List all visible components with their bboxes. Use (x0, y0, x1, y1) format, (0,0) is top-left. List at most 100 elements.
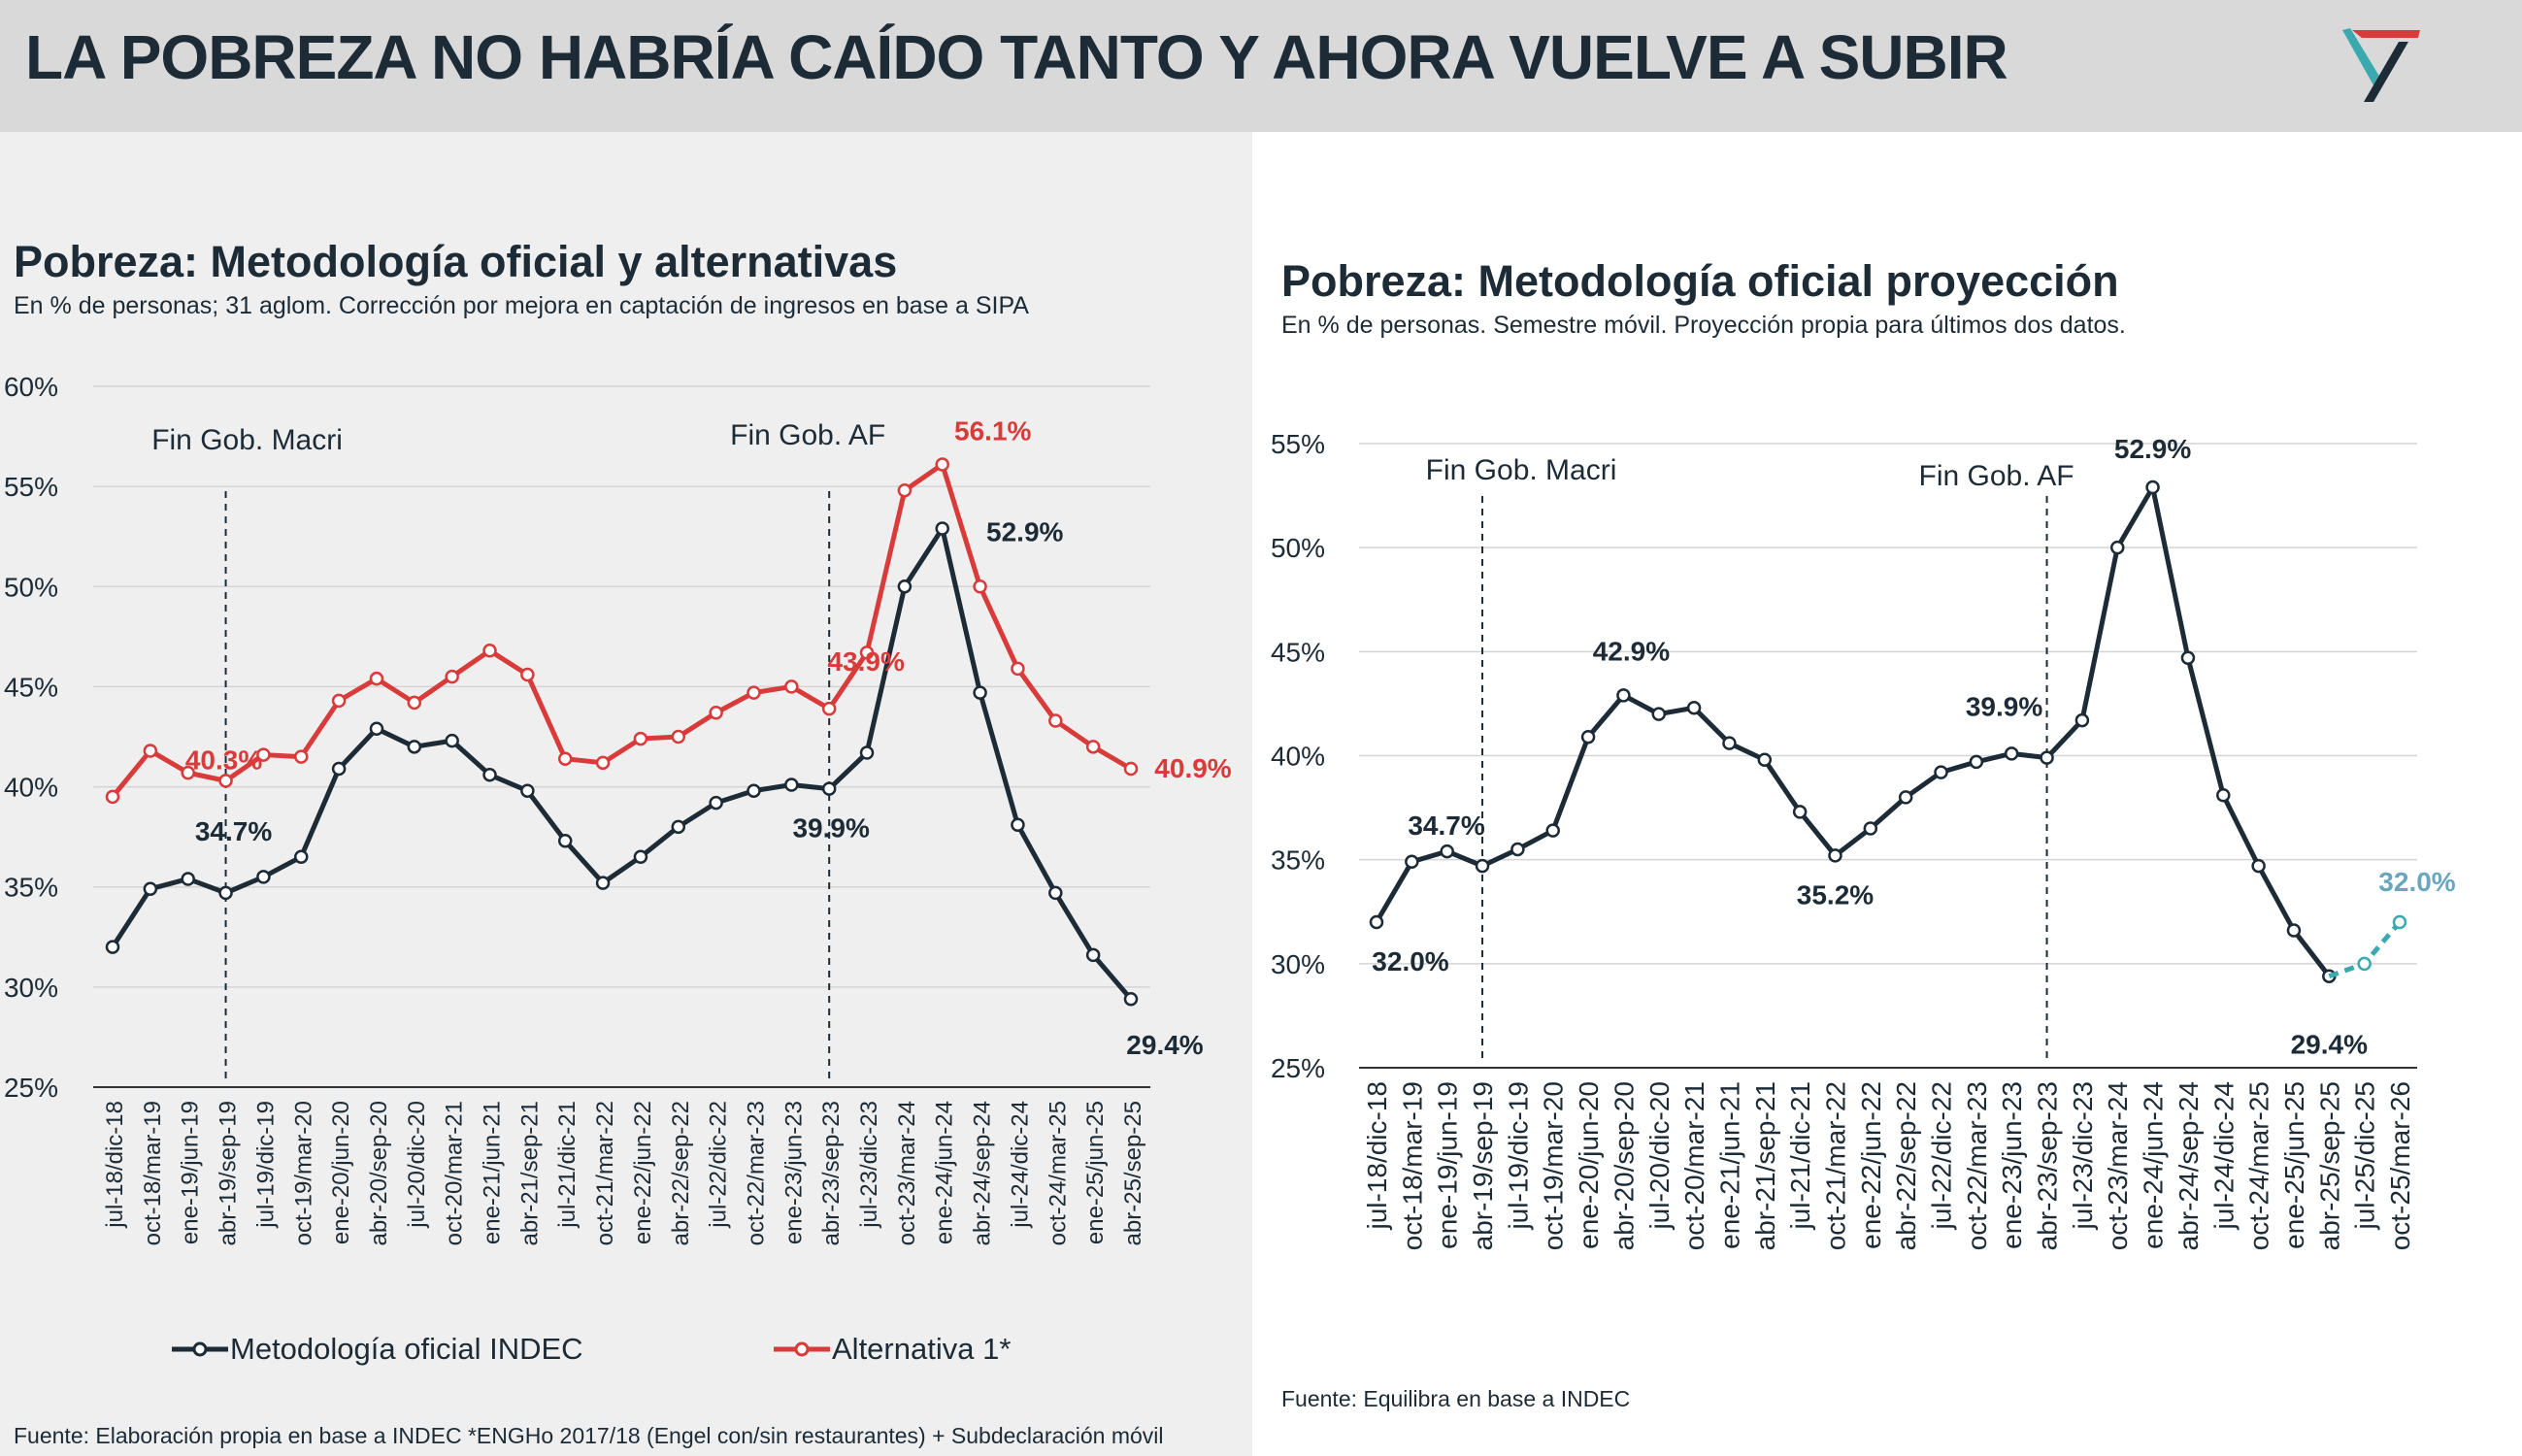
data-point (2180, 650, 2196, 666)
period-annotation: Fin Gob. AF (1919, 460, 2074, 492)
x-tick-label: abr-19/sep-19 (1468, 1081, 1498, 1250)
data-point (557, 751, 573, 766)
y-tick-label: 35% (4, 873, 58, 903)
y-tick-label: 35% (1271, 845, 1325, 876)
x-tick-label: jul-20/dic-20 (1644, 1081, 1675, 1231)
x-tick-label: ene-21/jun-21 (1714, 1081, 1744, 1249)
x-tick-label: ene-23/jun-23 (1997, 1081, 2027, 1249)
data-point (2216, 787, 2231, 803)
data-point (973, 579, 987, 594)
data-point (671, 729, 686, 745)
data-point (1123, 761, 1139, 777)
x-tick-label: oct-21/mar-22 (592, 1101, 618, 1245)
x-tick-label: abr-19/sep-19 (216, 1101, 242, 1245)
page-title: LA POBREZA NO HABRÍA CAÍDO TANTO Y AHORA… (25, 22, 2008, 92)
data-point (784, 679, 799, 694)
data-point (256, 747, 271, 762)
data-point (294, 849, 309, 865)
x-tick-label: oct-22/mar-23 (1962, 1081, 1992, 1250)
right-chart-subtitle: En % de personas. Semestre móvil. Proyec… (1281, 312, 2126, 339)
x-tick-label: abr-20/sep-20 (366, 1101, 392, 1245)
data-point (1545, 823, 1560, 838)
data-point (2004, 746, 2019, 761)
period-annotation: Fin Gob. Macri (1426, 454, 1617, 486)
data-label: 52.9% (986, 516, 1063, 546)
x-tick-label: oct-24/mar-25 (1045, 1101, 1071, 1245)
x-tick-label: ene-23/jun-23 (780, 1101, 807, 1244)
data-point (709, 795, 723, 811)
data-point (595, 876, 611, 890)
data-point (1757, 752, 1773, 768)
data-point (1369, 914, 1384, 930)
x-tick-label: abr-22/sep-22 (1891, 1081, 1921, 1250)
x-tick-label: oct-19/mar-20 (290, 1101, 316, 1245)
data-point (520, 667, 535, 682)
data-point (1085, 947, 1101, 963)
x-tick-label: oct-23/mar-24 (2103, 1081, 2133, 1250)
x-tick-label: abr-22/sep-22 (668, 1101, 694, 1245)
x-tick-label: abr-24/sep-24 (2174, 1081, 2204, 1250)
data-label: 39.9% (1966, 692, 2042, 722)
data-point (1475, 858, 1490, 874)
legend-label-alternative: Alternativa 1* (832, 1332, 1012, 1366)
data-point (445, 733, 459, 748)
x-tick-label: abr-21/sep-21 (1750, 1081, 1780, 1250)
x-tick-label: ene-25/jun-25 (1082, 1101, 1109, 1244)
data-point (331, 693, 347, 709)
y-tick-label: 55% (1271, 429, 1325, 459)
data-point (2040, 750, 2054, 765)
data-point (1686, 700, 1702, 715)
data-point (407, 695, 422, 711)
data-point (482, 767, 497, 782)
x-tick-label: oct-18/mar-19 (1397, 1081, 1427, 1250)
legend-line-marker-icon (774, 1341, 830, 1357)
x-tick-label: ene-19/jun-19 (1433, 1081, 1463, 1249)
data-point (482, 644, 497, 658)
period-annotation: Fin Gob. AF (730, 419, 885, 451)
data-label: 32.0% (2378, 867, 2455, 897)
data-label: 32.0% (1372, 946, 1448, 976)
right-chart-title: Pobreza: Metodología oficial proyección (1281, 256, 2119, 306)
y-tick-label: 55% (4, 472, 58, 502)
right-chart-source: Fuente: Equilibra en base a INDEC (1281, 1386, 1631, 1411)
data-point (671, 819, 686, 835)
x-tick-label: jul-22/dic-22 (706, 1101, 732, 1229)
data-point (557, 834, 573, 848)
period-annotation: Fin Gob. Macri (151, 424, 343, 456)
data-point (633, 849, 648, 865)
data-point (1405, 854, 1419, 870)
y-tick-label: 40% (4, 773, 58, 803)
data-point (218, 885, 233, 901)
x-tick-label: abr-23/sep-23 (818, 1101, 845, 1245)
data-label: 35.2% (1797, 879, 1874, 910)
x-tick-label: oct-22/mar-23 (743, 1101, 769, 1245)
y-tick-label: 50% (4, 572, 58, 602)
data-point (1792, 805, 1808, 819)
data-point (2145, 480, 2160, 495)
data-point (1616, 688, 1631, 703)
x-tick-label: abr-25/sep-25 (1120, 1101, 1146, 1245)
data-label: 34.7% (195, 816, 272, 846)
data-point (747, 685, 761, 700)
data-point (1722, 736, 1737, 750)
data-point (633, 731, 648, 746)
data-point (143, 744, 158, 758)
data-point (2286, 923, 2302, 938)
data-point (821, 781, 837, 796)
data-point (2251, 858, 2266, 874)
series-line (110, 525, 1133, 1001)
data-point (1048, 885, 1063, 901)
data-point (1863, 821, 1878, 836)
data-point (709, 705, 723, 720)
y-tick-label: 30% (4, 973, 58, 1003)
series-line (111, 461, 1133, 799)
data-label: 39.9% (792, 813, 869, 844)
left-chart-subtitle: En % de personas; 31 aglom. Corrección p… (14, 292, 1029, 319)
x-tick-label: ene-20/jun-20 (328, 1101, 354, 1244)
data-point (2109, 540, 2125, 555)
data-point (1011, 661, 1025, 677)
x-tick-label: jul-18/dic-18 (102, 1101, 128, 1229)
data-point (897, 579, 913, 594)
y-tick-label: 60% (4, 372, 58, 402)
data-point (181, 872, 195, 886)
